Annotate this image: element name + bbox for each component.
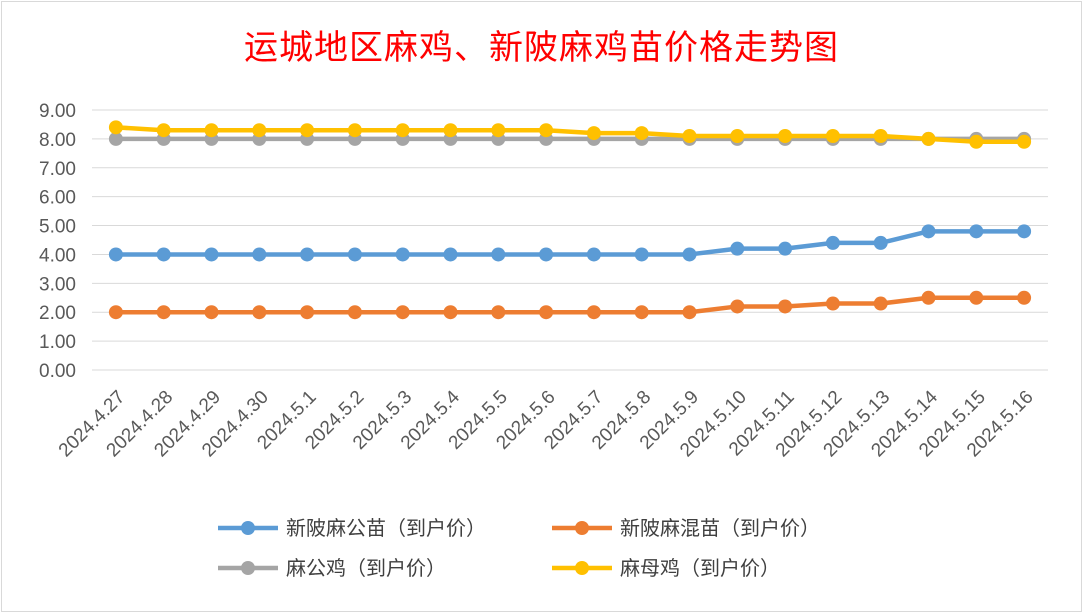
data-point [108,305,123,320]
data-point [252,305,267,320]
series-2 [108,290,1032,320]
data-point [873,129,888,143]
series-line [115,229,1025,257]
data-point [873,296,888,311]
data-point [300,247,315,262]
legend-swatch-marker [241,521,255,535]
data-point [586,305,601,320]
data-point [395,123,410,138]
data-point [682,247,697,262]
y-axis-ticks: 0.00 1.00 2.00 3.00 4.00 5.00 6.00 7.00 8.00 9.00 [39,101,76,382]
y-tick-label: 7.00 [39,159,76,180]
y-tick-label: 5.00 [39,217,76,238]
data-point [682,305,697,320]
data-point [778,241,793,256]
data-point [204,123,219,138]
data-point [252,123,267,138]
data-point [539,305,554,320]
data-point [586,247,601,262]
series-line [115,125,1025,145]
data-point [204,305,219,320]
data-point [586,126,601,141]
data-point [395,305,410,320]
data-point [443,123,458,138]
legend-swatch-marker [575,521,589,535]
data-point [1017,290,1032,305]
data-point [156,247,171,262]
y-tick-label: 2.00 [39,303,76,324]
legend-label: 新陂麻混苗（到户价） [620,516,820,540]
data-point [730,129,745,143]
y-tick-label: 6.00 [39,188,76,209]
data-point [491,123,506,138]
y-tick-label: 1.00 [39,332,76,353]
data-point [825,296,840,311]
data-point [730,299,745,314]
x-axis-ticks: 2024.4.272024.4.282024.4.292024.4.302024… [55,386,1038,461]
legend-label: 麻母鸡（到户价） [620,556,780,580]
y-tick-label: 8.00 [39,130,76,151]
legend: 新陂麻公苗（到户价） 新陂麻混苗（到户价） 麻公鸡（到户价） 麻母鸡（到户价） [218,516,820,580]
data-point [156,305,171,320]
data-point [969,134,984,149]
data-point [778,299,793,314]
y-tick-label: 0.00 [39,361,76,382]
data-point [634,247,649,262]
data-point [825,235,840,250]
data-point [108,120,123,135]
data-point [108,131,123,146]
data-point [778,129,793,143]
data-point [634,126,649,141]
data-point [539,247,554,262]
series-line [115,295,1025,315]
legend-item: 新陂麻公苗（到户价） [218,516,486,540]
data-point [156,123,171,138]
data-point [873,235,888,250]
legend-item: 麻母鸡（到户价） [552,556,780,580]
data-point [730,241,745,256]
grid-layer [92,109,1048,371]
data-point [969,224,984,239]
data-point [395,247,410,262]
data-point [491,305,506,320]
legend-item: 麻公鸡（到户价） [218,556,446,580]
legend-swatch-marker [575,561,589,575]
data-point [347,305,362,320]
legend-label: 麻公鸡（到户价） [286,556,446,580]
data-point [252,247,267,262]
data-point [491,247,506,262]
data-point [1017,134,1032,149]
data-point [347,123,362,138]
series-layer [108,120,1032,320]
series-4 [108,120,1032,149]
data-point [443,247,458,262]
data-point [921,224,936,239]
data-point [921,290,936,305]
legend-item: 新陂麻混苗（到户价） [552,516,820,540]
y-tick-label: 9.00 [39,101,76,122]
chart-title: 运城地区麻鸡、新陂麻鸡苗价格走势图 [244,28,839,68]
data-point [347,247,362,262]
legend-label: 新陂麻公苗（到户价） [286,516,486,540]
data-point [204,247,219,262]
series-1 [108,224,1032,262]
data-point [682,129,697,143]
data-point [108,247,123,262]
data-point [825,129,840,143]
data-point [300,123,315,138]
data-point [921,131,936,146]
y-tick-label: 4.00 [39,245,76,266]
data-point [300,305,315,320]
data-point [539,123,554,138]
data-point [969,290,984,305]
data-point [1017,224,1032,239]
data-point [634,305,649,320]
legend-swatch-marker [241,561,255,575]
y-tick-label: 3.00 [39,274,76,295]
data-point [443,305,458,320]
